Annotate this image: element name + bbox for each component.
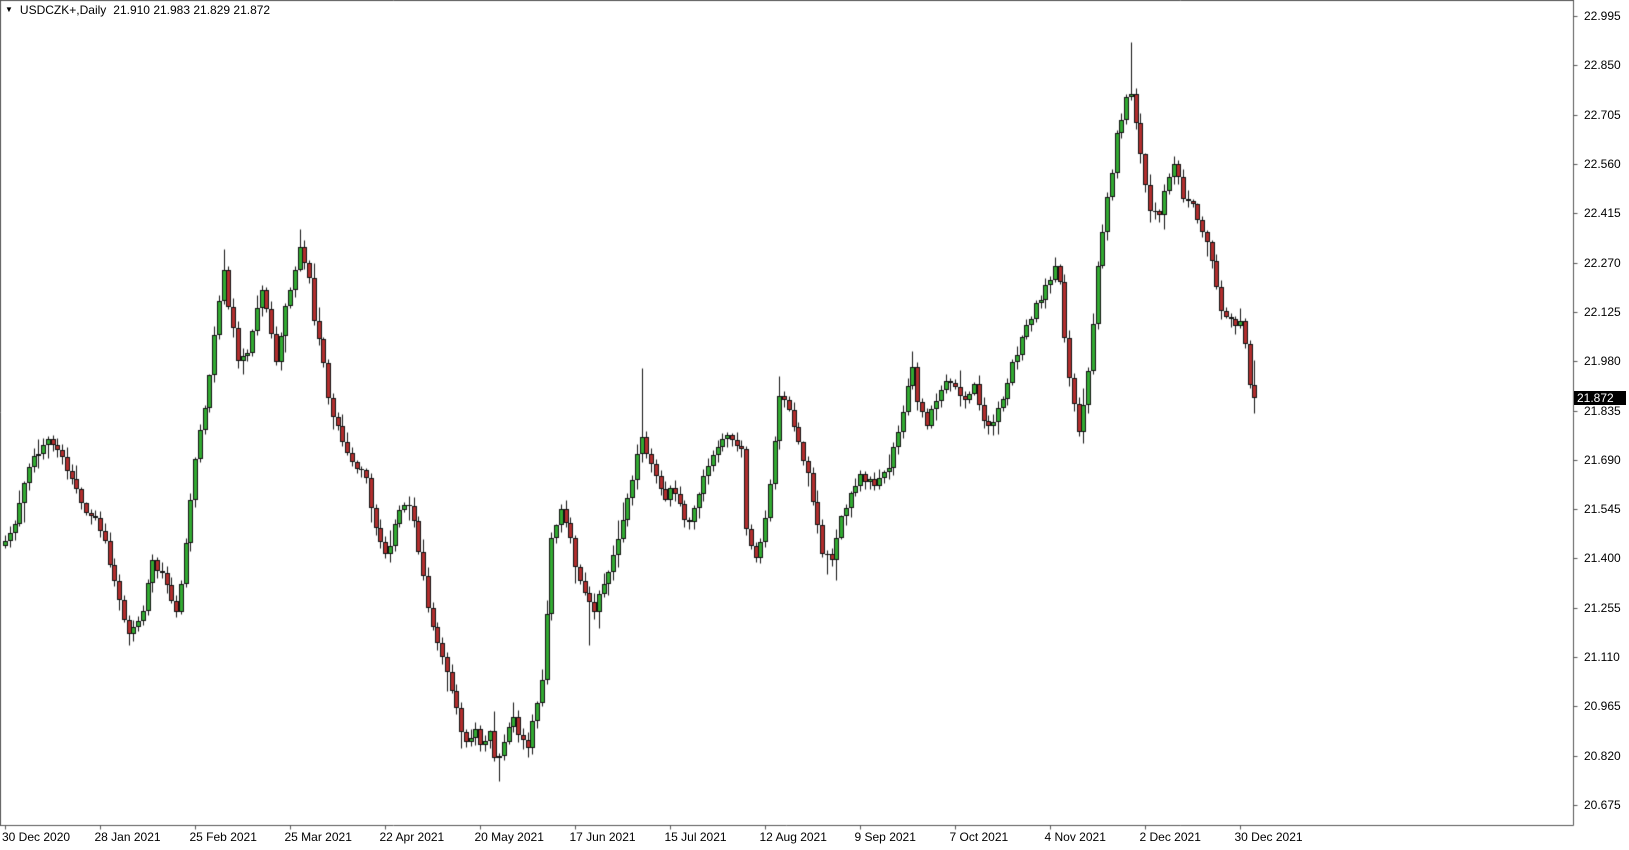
price-tick-label: 22.560 — [1584, 156, 1621, 171]
price-tick-label: 21.690 — [1584, 452, 1621, 467]
symbol-overlay: ▼ USDCZK+,Daily 21.910 21.983 21.829 21.… — [5, 3, 270, 17]
date-tick-label: 25 Mar 2021 — [284, 830, 352, 844]
price-tick-label: 21.835 — [1584, 403, 1621, 418]
date-tick-label: 28 Jan 2021 — [94, 830, 161, 844]
last-price-badge: 21.872 — [1574, 391, 1626, 405]
price-tick-label: 21.545 — [1584, 502, 1621, 517]
price-tick-label: 22.850 — [1584, 58, 1621, 73]
ohlc-values-label: 21.910 21.983 21.829 21.872 — [113, 3, 271, 17]
date-tick-label: 15 Jul 2021 — [664, 830, 727, 844]
symbol-dropdown-arrow-icon[interactable]: ▼ — [5, 5, 13, 14]
price-tick-label: 21.400 — [1584, 551, 1621, 566]
price-axis[interactable]: 22.995 22.850 22.705 22.560 22.415 22.270 22.1… — [1574, 0, 1629, 825]
price-tick-label: 22.270 — [1584, 255, 1621, 270]
date-tick-label: 22 Apr 2021 — [379, 830, 445, 844]
price-tick-label: 20.820 — [1584, 748, 1621, 763]
date-tick-label: 30 Dec 2021 — [1234, 830, 1303, 844]
date-tick-label: 25 Feb 2021 — [189, 830, 257, 844]
price-tick-label: 21.255 — [1584, 600, 1621, 615]
price-tick-label: 20.675 — [1584, 798, 1621, 812]
price-tick-label: 22.705 — [1584, 107, 1621, 122]
date-tick-label: 30 Dec 2020 — [2, 830, 71, 844]
date-tick-label: 20 May 2021 — [474, 830, 544, 844]
price-tick-label: 21.980 — [1584, 354, 1621, 369]
date-tick-label: 9 Sep 2021 — [854, 830, 916, 844]
date-tick-label: 2 Dec 2021 — [1139, 830, 1201, 844]
price-tick-label: 22.415 — [1584, 206, 1621, 221]
date-tick-label: 7 Oct 2021 — [949, 830, 1009, 844]
price-tick-label: 21.110 — [1584, 650, 1620, 665]
date-tick-label: 12 Aug 2021 — [759, 830, 827, 844]
price-tick-label: 22.995 — [1584, 9, 1621, 23]
price-tick-label: 22.125 — [1584, 304, 1621, 319]
date-tick-label: 4 Nov 2021 — [1044, 830, 1106, 844]
symbol-timeframe-label: USDCZK+,Daily — [19, 3, 107, 17]
price-tick-label: 20.965 — [1584, 699, 1621, 714]
time-axis[interactable]: 30 Dec 2020 28 Jan 2021 25 Feb 2021 25 Mar … — [0, 826, 1629, 850]
date-tick-label: 17 Jun 2021 — [569, 830, 636, 844]
